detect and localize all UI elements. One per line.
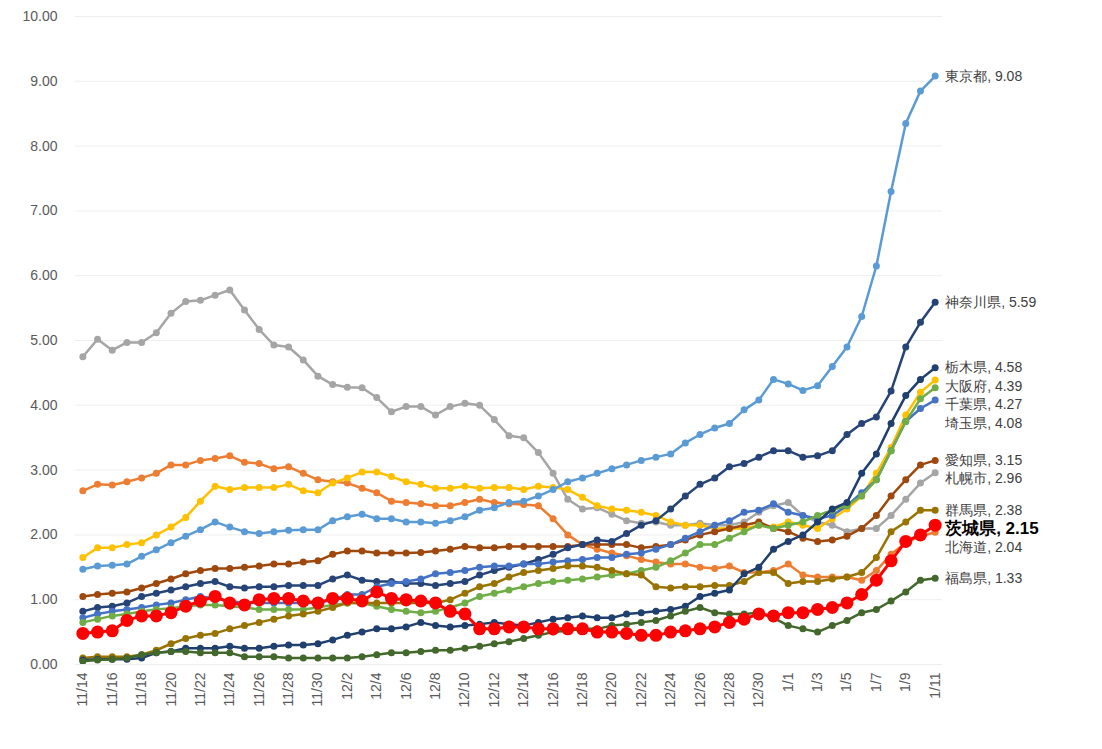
svg-text:2.00: 2.00 <box>30 526 57 542</box>
svg-text:5.00: 5.00 <box>30 332 57 348</box>
svg-text:11/30: 11/30 <box>309 672 325 706</box>
svg-text:10.00: 10.00 <box>22 8 57 24</box>
svg-text:1/5: 1/5 <box>838 672 854 692</box>
svg-text:北海道, 2.04: 北海道, 2.04 <box>945 539 1022 555</box>
svg-text:愛知県, 3.15: 愛知県, 3.15 <box>945 452 1022 468</box>
svg-text:1/3: 1/3 <box>809 672 825 692</box>
svg-text:11/24: 11/24 <box>221 672 237 706</box>
svg-text:11/14: 11/14 <box>74 672 90 706</box>
svg-text:12/8: 12/8 <box>427 672 443 699</box>
svg-text:12/30: 12/30 <box>750 672 766 707</box>
svg-text:12/2: 12/2 <box>339 672 355 699</box>
svg-text:3.00: 3.00 <box>30 462 57 478</box>
svg-text:11/16: 11/16 <box>104 672 120 706</box>
svg-text:12/20: 12/20 <box>603 672 619 707</box>
svg-text:12/28: 12/28 <box>721 672 737 707</box>
svg-text:12/14: 12/14 <box>515 672 531 707</box>
svg-text:12/16: 12/16 <box>545 672 561 707</box>
svg-text:1/11: 1/11 <box>927 672 943 698</box>
svg-text:12/22: 12/22 <box>633 672 649 707</box>
svg-text:4.00: 4.00 <box>30 397 57 413</box>
svg-text:茨城県, 2.15: 茨城県, 2.15 <box>944 519 1039 538</box>
svg-text:12/4: 12/4 <box>368 672 384 699</box>
svg-text:12/6: 12/6 <box>398 672 414 699</box>
svg-text:12/26: 12/26 <box>692 672 708 707</box>
svg-text:11/22: 11/22 <box>192 672 208 706</box>
svg-text:11/28: 11/28 <box>280 672 296 706</box>
svg-text:11/20: 11/20 <box>162 672 178 706</box>
svg-text:12/10: 12/10 <box>456 672 472 707</box>
svg-text:1/7: 1/7 <box>868 672 884 692</box>
svg-text:0.00: 0.00 <box>30 656 57 672</box>
svg-text:1.00: 1.00 <box>30 591 57 607</box>
svg-text:埼玉県, 4.08: 埼玉県, 4.08 <box>944 415 1022 431</box>
svg-text:11/26: 11/26 <box>251 672 267 706</box>
svg-text:7.00: 7.00 <box>30 202 57 218</box>
svg-text:11/18: 11/18 <box>133 672 149 706</box>
svg-text:大阪府, 4.39: 大阪府, 4.39 <box>945 378 1022 394</box>
svg-text:1/9: 1/9 <box>897 672 913 692</box>
svg-text:群馬県, 2.38: 群馬県, 2.38 <box>945 502 1022 518</box>
svg-text:千葉県, 4.27: 千葉県, 4.27 <box>945 396 1022 412</box>
svg-text:札幌市, 2.96: 札幌市, 2.96 <box>945 470 1022 486</box>
svg-text:12/24: 12/24 <box>662 672 678 707</box>
svg-text:1/1: 1/1 <box>780 672 796 692</box>
svg-text:12/18: 12/18 <box>574 672 590 707</box>
svg-text:東京都, 9.08: 東京都, 9.08 <box>945 68 1022 84</box>
svg-text:6.00: 6.00 <box>30 267 57 283</box>
svg-text:8.00: 8.00 <box>30 138 57 154</box>
svg-text:栃木県, 4.58: 栃木県, 4.58 <box>945 359 1022 375</box>
svg-text:9.00: 9.00 <box>30 73 57 89</box>
svg-text:12/12: 12/12 <box>486 672 502 707</box>
svg-text:神奈川県, 5.59: 神奈川県, 5.59 <box>945 294 1036 310</box>
svg-text:福島県, 1.33: 福島県, 1.33 <box>945 570 1022 586</box>
